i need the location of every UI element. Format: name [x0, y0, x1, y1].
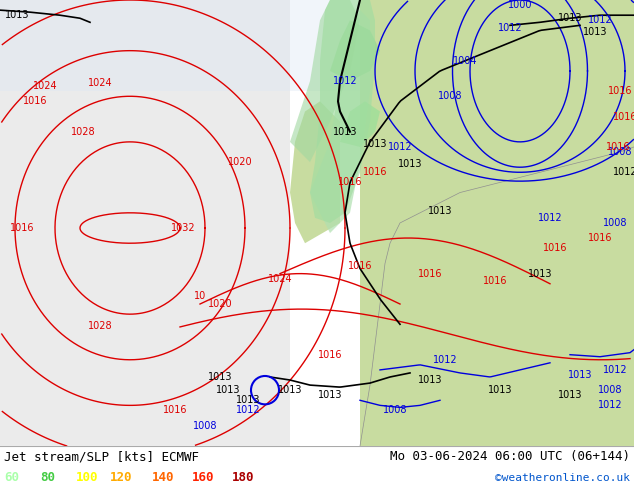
Text: 1028: 1028: [70, 127, 95, 137]
Polygon shape: [380, 10, 540, 182]
Text: 1012: 1012: [588, 15, 612, 25]
Text: 1024: 1024: [87, 78, 112, 88]
Text: 140: 140: [152, 471, 174, 485]
Text: 1004: 1004: [453, 56, 477, 66]
Polygon shape: [0, 0, 290, 446]
Text: 10: 10: [194, 291, 206, 301]
Text: 1013: 1013: [333, 127, 357, 137]
Text: 1008: 1008: [193, 420, 217, 431]
Polygon shape: [0, 0, 634, 91]
Text: 1032: 1032: [171, 223, 195, 233]
Text: 1013: 1013: [418, 375, 443, 385]
Text: 1016: 1016: [588, 233, 612, 243]
Text: 60: 60: [4, 471, 19, 485]
Text: ©weatheronline.co.uk: ©weatheronline.co.uk: [495, 473, 630, 483]
Text: 1016: 1016: [482, 276, 507, 286]
Text: 1016: 1016: [418, 269, 443, 279]
Text: 1024: 1024: [268, 274, 292, 284]
Text: 1013: 1013: [428, 206, 452, 216]
Text: 1012: 1012: [432, 355, 457, 365]
Text: 120: 120: [110, 471, 133, 485]
Text: 1012: 1012: [236, 405, 261, 416]
Text: 1013: 1013: [583, 27, 607, 37]
Text: 1008: 1008: [383, 405, 407, 416]
Text: 1012: 1012: [612, 167, 634, 177]
Polygon shape: [310, 10, 370, 233]
Text: 1008: 1008: [608, 147, 632, 157]
Text: 1013: 1013: [488, 385, 512, 395]
Polygon shape: [360, 0, 634, 446]
Text: 1013: 1013: [568, 370, 592, 380]
Text: 100: 100: [76, 471, 98, 485]
Polygon shape: [290, 0, 360, 162]
Polygon shape: [340, 101, 380, 147]
Text: 1020: 1020: [228, 157, 252, 167]
Text: 1000: 1000: [508, 0, 533, 10]
Text: 180: 180: [232, 471, 254, 485]
Text: 1024: 1024: [33, 81, 57, 91]
Text: 1012: 1012: [598, 400, 623, 410]
Text: 1016: 1016: [543, 244, 567, 253]
Text: Jet stream/SLP [kts] ECMWF: Jet stream/SLP [kts] ECMWF: [4, 450, 199, 464]
Text: 1008: 1008: [598, 385, 622, 395]
Text: 1020: 1020: [208, 299, 232, 309]
Text: 1016: 1016: [363, 167, 387, 177]
Text: 1013: 1013: [236, 395, 260, 405]
Text: 1013: 1013: [363, 139, 387, 149]
Text: 160: 160: [192, 471, 214, 485]
Text: 1013: 1013: [5, 10, 30, 20]
Text: 1013: 1013: [558, 13, 582, 23]
Text: 1013: 1013: [216, 385, 240, 395]
Text: 1012: 1012: [333, 76, 358, 86]
Text: 1013: 1013: [527, 269, 552, 279]
Polygon shape: [330, 20, 380, 81]
Text: 1008: 1008: [603, 218, 627, 228]
Text: 1016: 1016: [10, 223, 34, 233]
Text: Mo 03-06-2024 06:00 UTC (06+144): Mo 03-06-2024 06:00 UTC (06+144): [390, 450, 630, 464]
Text: 1012: 1012: [538, 213, 562, 223]
Polygon shape: [290, 101, 340, 243]
Text: 1013: 1013: [278, 385, 302, 395]
Text: 1013: 1013: [208, 372, 232, 382]
Polygon shape: [310, 0, 375, 223]
Text: 1012: 1012: [387, 142, 412, 152]
Text: 1016: 1016: [23, 97, 48, 106]
Text: 1012: 1012: [603, 365, 627, 375]
Text: 1016: 1016: [348, 261, 372, 270]
Text: 1008: 1008: [437, 91, 462, 101]
Text: 1013: 1013: [318, 390, 342, 400]
Text: 80: 80: [40, 471, 55, 485]
Text: 1016: 1016: [318, 350, 342, 360]
Text: 1016: 1016: [605, 142, 630, 152]
Text: 1016: 1016: [612, 112, 634, 122]
Text: 1016: 1016: [163, 405, 187, 416]
Text: 1016: 1016: [608, 86, 632, 96]
Text: 1012: 1012: [498, 24, 522, 33]
Text: 1013: 1013: [558, 390, 582, 400]
Text: 1013: 1013: [398, 159, 422, 169]
Text: 1028: 1028: [87, 321, 112, 331]
Text: 1016: 1016: [338, 177, 362, 187]
